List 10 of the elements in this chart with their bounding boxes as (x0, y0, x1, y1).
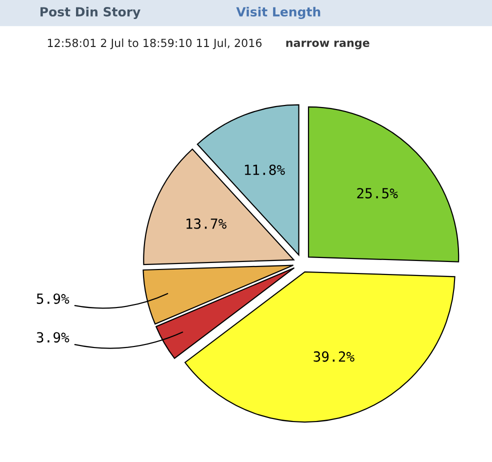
text: Post Din Story (40, 6, 140, 20)
data-label: 11.8% (244, 164, 285, 176)
data-label: 25.5% (357, 188, 398, 198)
data-label: 39.2% (314, 351, 354, 362)
data-label: 13.7% (186, 218, 226, 229)
chart-subtitle: 12:58:01 2 Jul to 18:59:10 11 Jul, 2016 (48, 38, 262, 50)
chart-title: Visit Length (236, 6, 320, 20)
text: narrow range (286, 40, 370, 50)
data-label: 5.9% (36, 293, 70, 304)
data-label: 3.9% (36, 332, 70, 343)
